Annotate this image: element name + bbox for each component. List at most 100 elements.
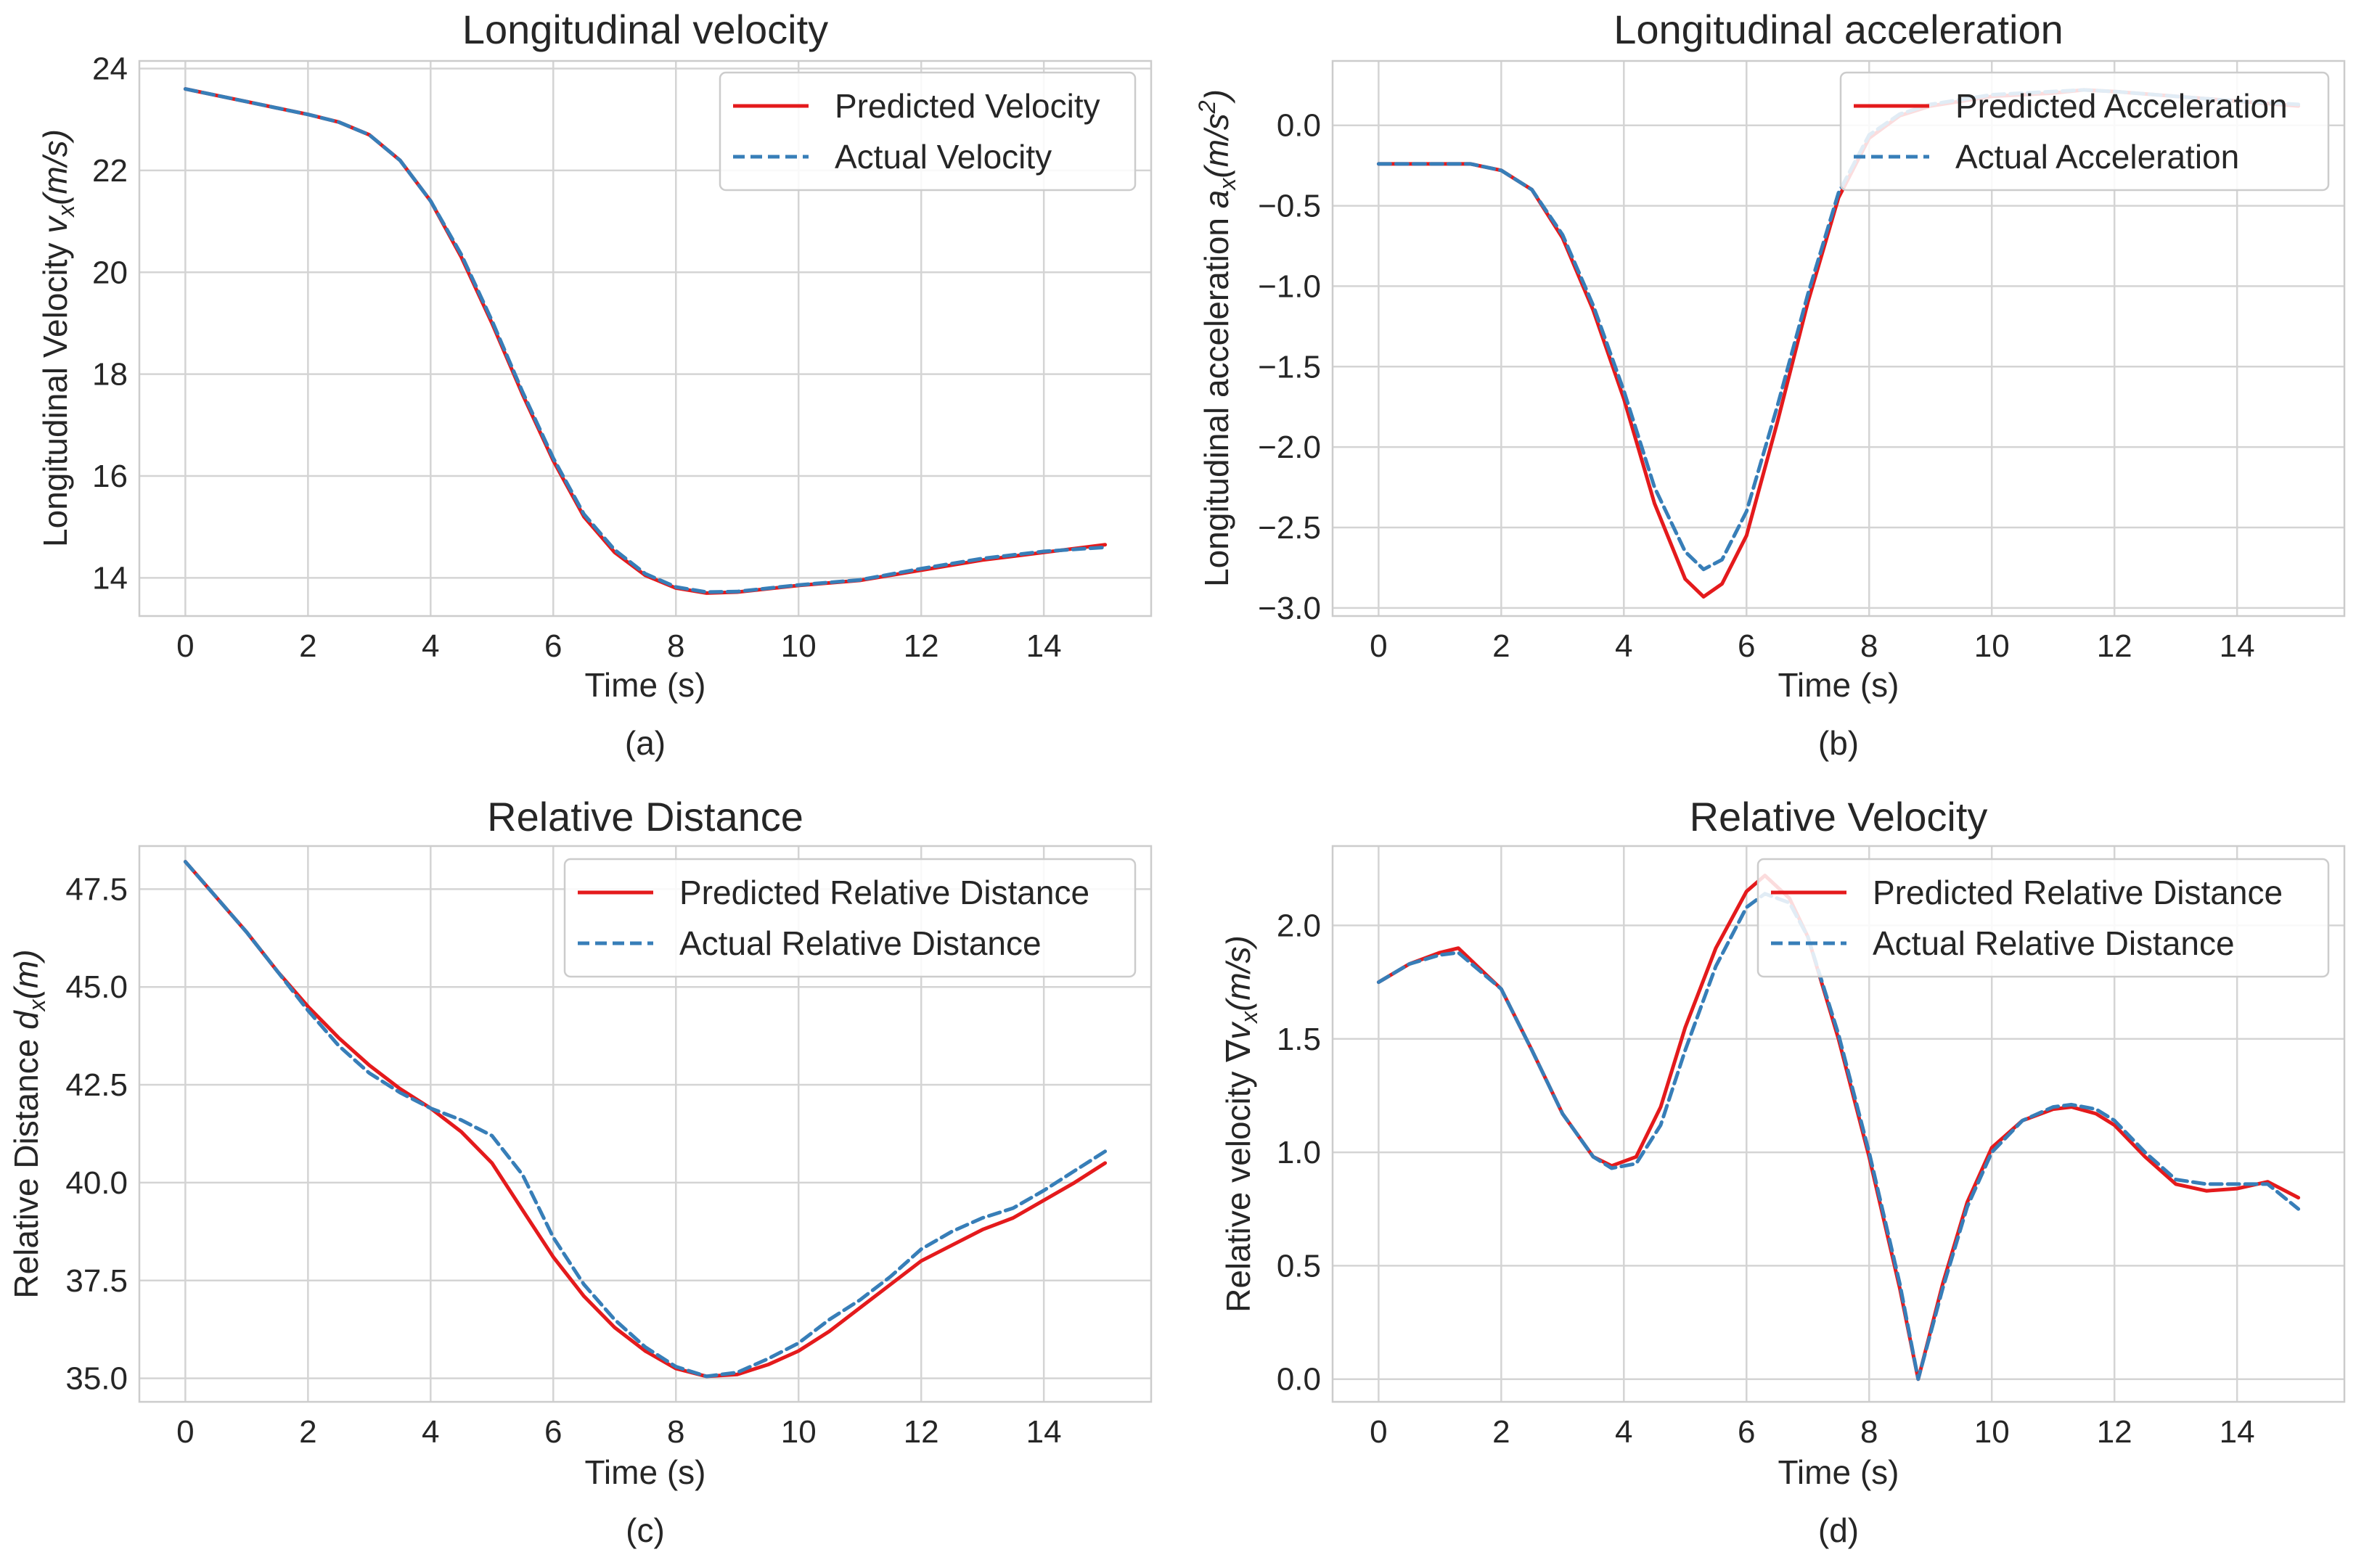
legend: Predicted Relative Distance Actual Relat…: [563, 858, 1137, 978]
y-tick-label: −0.5: [1258, 189, 1321, 224]
y-axis-label: Longitudinal acceleration ax(m/s2): [1194, 89, 1240, 587]
x-tick-label: 6: [1738, 628, 1755, 664]
legend: Predicted Velocity Actual Velocity: [719, 71, 1137, 192]
y-tick-label: 2.0: [1277, 908, 1321, 943]
panel-label: (c): [626, 1511, 665, 1549]
x-tick-label: 12: [2097, 1414, 2132, 1450]
actual-series-line: [183, 87, 1108, 594]
x-tick-label: 10: [781, 628, 817, 664]
chart-title: Longitudinal velocity: [462, 7, 828, 52]
x-tick-label: 4: [1615, 628, 1632, 664]
x-tick-label: 8: [667, 1414, 684, 1450]
panel-c: 0 2 4 6 8 10 12 14 35.0 37.5 40.0 42.5 45.0 47.5 Rela…: [7, 794, 1153, 1549]
legend-actual-label: Actual Relative Distance: [1873, 924, 2235, 962]
y-tick-label: 45.0: [65, 969, 128, 1005]
plot-frame: [1331, 845, 2346, 1403]
y-tick-label: 47.5: [65, 871, 128, 907]
x-tick-label: 14: [1026, 628, 1062, 664]
y-tick-label: 1.5: [1277, 1022, 1321, 1057]
x-tick-label: 8: [667, 628, 684, 664]
x-tick-label: 6: [1738, 1414, 1755, 1450]
y-tick-label: 37.5: [65, 1263, 128, 1299]
y-tick-label: 0.5: [1277, 1248, 1321, 1284]
chart-title: Relative Distance: [487, 794, 803, 840]
predicted-series-line: [183, 860, 1108, 1379]
x-tick-label: 4: [422, 628, 439, 664]
x-tick-label: 4: [1615, 1414, 1632, 1450]
x-tick-label: 0: [176, 1414, 194, 1450]
legend-box: [1756, 858, 2330, 978]
x-tick-label: 6: [544, 628, 562, 664]
y-tick-label: 0.0: [1277, 108, 1321, 144]
y-tick-label: 1.0: [1277, 1135, 1321, 1170]
y-tick-label: 16: [92, 459, 128, 494]
y-axis-label: Relative velocity ∇vx(m/s): [1219, 935, 1262, 1313]
x-tick-label: 8: [1860, 628, 1878, 664]
legend-predicted-label: Predicted Velocity: [835, 87, 1100, 125]
x-tick-label: 2: [1492, 1414, 1510, 1450]
panel-d: 0 2 4 6 8 10 12 14 0.0 0.5 1.0 1.5 2.0 Relative Velo…: [1219, 794, 2346, 1549]
legend: Predicted Relative Distance Actual Relat…: [1756, 858, 2330, 978]
y-tick-label: 14: [92, 560, 128, 596]
x-tick-label: 8: [1860, 1414, 1878, 1450]
legend-predicted-label: Predicted Relative Distance: [1873, 874, 2283, 911]
panel-label: (d): [1818, 1511, 1859, 1549]
panel-b: 0 2 4 6 8 10 12 14 −3.0 −2.5 −2.0 −1.5 −1.0 −0.5 0.0 L…: [1194, 7, 2346, 762]
legend-predicted-label: Predicted Acceleration: [1955, 87, 2288, 125]
legend-box: [1839, 71, 2330, 192]
x-tick-label: 0: [1370, 1414, 1387, 1450]
x-tick-label: 12: [904, 628, 939, 664]
y-tick-label: 40.0: [65, 1165, 128, 1201]
x-tick-label: 6: [544, 1414, 562, 1450]
x-tick-label: 10: [1974, 1414, 2010, 1450]
y-tick-label: −1.0: [1258, 268, 1321, 304]
x-axis-label: Time (s): [1778, 1453, 1899, 1491]
x-tick-label: 2: [1492, 628, 1510, 664]
y-tick-label: 24: [92, 52, 128, 87]
x-tick-label: 12: [904, 1414, 939, 1450]
panel-label: (a): [625, 724, 666, 762]
x-tick-label: 4: [422, 1414, 439, 1450]
x-tick-label: 0: [1370, 628, 1387, 664]
x-tick-label: 14: [2220, 628, 2255, 664]
x-tick-label: 14: [1026, 1414, 1062, 1450]
plot-frame: [138, 59, 1153, 617]
y-tick-label: −2.5: [1258, 510, 1321, 546]
y-tick-label: −2.0: [1258, 430, 1321, 465]
plot-frame: [1331, 59, 2346, 617]
x-tick-label: 14: [2220, 1414, 2255, 1450]
x-axis-label: Time (s): [1778, 666, 1899, 704]
y-tick-label: −3.0: [1258, 591, 1321, 626]
legend-box: [719, 71, 1137, 192]
x-axis-label: Time (s): [585, 666, 706, 704]
y-tick-label: −1.5: [1258, 349, 1321, 385]
x-axis-label: Time (s): [585, 1453, 706, 1491]
legend-box: [563, 858, 1137, 978]
y-tick-label: 22: [92, 153, 128, 189]
y-tick-label: 35.0: [65, 1361, 128, 1397]
panel-label: (b): [1818, 724, 1859, 762]
chart-title: Relative Velocity: [1690, 794, 1988, 840]
legend: Predicted Acceleration Actual Accelerati…: [1839, 71, 2330, 192]
y-axis-label: Relative Distance dx(m): [7, 949, 50, 1298]
legend-actual-label: Actual Velocity: [835, 138, 1052, 176]
y-tick-label: 18: [92, 357, 128, 393]
y-axis-label: Longitudinal Velocity vx(m/s): [36, 129, 79, 547]
x-tick-label: 0: [176, 628, 194, 664]
x-tick-label: 2: [299, 628, 316, 664]
y-tick-label: 0.0: [1277, 1362, 1321, 1397]
legend-predicted-label: Predicted Relative Distance: [679, 874, 1089, 911]
actual-series-line: [183, 860, 1108, 1379]
legend-actual-label: Actual Acceleration: [1955, 138, 2239, 176]
legend-actual-label: Actual Relative Distance: [679, 924, 1042, 962]
chart-title: Longitudinal acceleration: [1613, 7, 2063, 52]
x-tick-label: 10: [781, 1414, 817, 1450]
x-tick-label: 2: [299, 1414, 316, 1450]
y-tick-label: 42.5: [65, 1067, 128, 1103]
plot-frame: [138, 845, 1153, 1403]
x-tick-label: 10: [1974, 628, 2010, 664]
y-tick-label: 20: [92, 255, 128, 290]
x-tick-label: 12: [2097, 628, 2132, 664]
